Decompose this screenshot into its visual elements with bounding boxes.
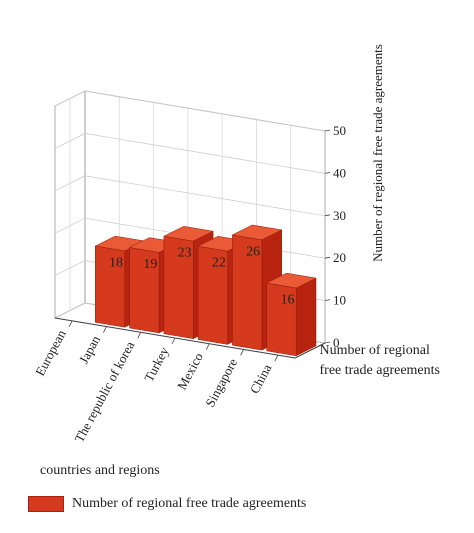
x-tick <box>137 332 142 339</box>
x-tick <box>68 320 73 328</box>
gridline <box>54 175 326 217</box>
x-tick-label: Singapore <box>202 356 240 410</box>
depth-axis-label: free trade agreements <box>320 363 440 378</box>
bar-side <box>295 277 317 357</box>
y-axis-label: Number of regional free trade agreements <box>370 44 385 262</box>
y-tick-label: 40 <box>333 165 346 180</box>
y-tick-label: 20 <box>333 250 346 265</box>
bar-top <box>163 226 214 242</box>
y-tick <box>324 172 331 174</box>
data-label: 16 <box>280 293 294 308</box>
bar-top <box>265 272 317 289</box>
legend: Number of regional free trade agreements <box>28 496 306 512</box>
y-tick <box>324 256 331 259</box>
x-tick-label: Turkey <box>141 344 172 384</box>
y-tick-label: 10 <box>333 293 346 308</box>
bar <box>265 272 317 357</box>
depth-axis-label: Number of regional <box>320 343 431 358</box>
data-label: 23 <box>178 246 192 261</box>
depth-axis-line <box>294 342 326 359</box>
y-tick-label: 50 <box>333 123 346 138</box>
legend-label: Number of regional free trade agreements <box>72 496 307 511</box>
y-tick <box>324 341 331 344</box>
x-tick <box>240 349 244 356</box>
y-tick <box>324 214 331 217</box>
gridline <box>54 133 326 174</box>
y-tick <box>324 299 331 301</box>
x-axis-label: countries and regions <box>40 463 160 478</box>
x-tick-label: China <box>247 361 275 396</box>
x-tick <box>103 326 107 333</box>
bar-top <box>231 224 283 241</box>
x-tick-label: Mexico <box>174 350 206 392</box>
bars <box>94 224 317 357</box>
x-axis-line <box>54 317 296 359</box>
x-tick-label: Japan <box>76 333 103 367</box>
y-tick-label: 30 <box>333 208 346 223</box>
legend-swatch <box>28 496 64 512</box>
y-tick-label: 0 <box>333 335 340 350</box>
data-label: 18 <box>109 255 123 270</box>
x-tick <box>274 354 279 362</box>
y-tick <box>324 129 331 132</box>
x-tick-label: European <box>32 327 69 378</box>
data-label: 26 <box>246 244 260 259</box>
gridline <box>54 90 326 132</box>
data-label: 22 <box>212 256 226 271</box>
x-tick <box>205 343 210 350</box>
x-tick <box>171 337 176 345</box>
data-label: 19 <box>143 257 157 272</box>
